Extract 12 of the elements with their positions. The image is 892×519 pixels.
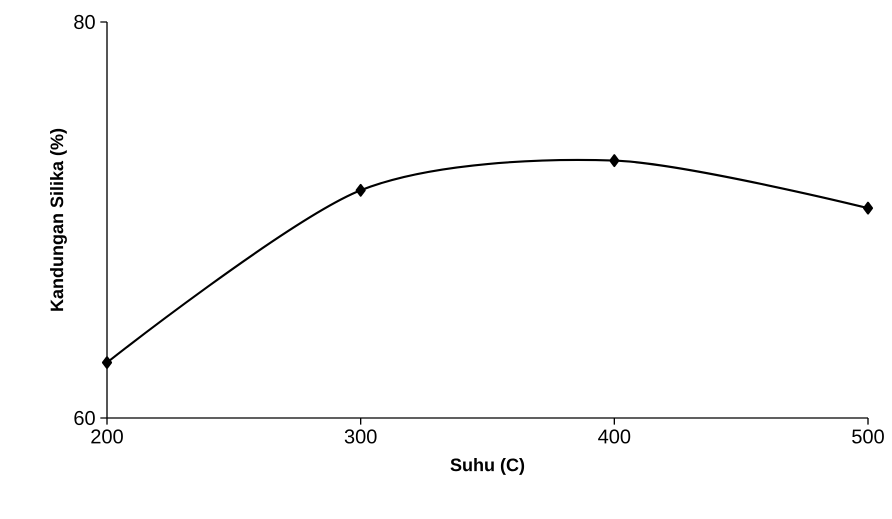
point	[609, 154, 620, 168]
x-tick-label: 500	[852, 429, 884, 444]
y-tick-label: 80	[74, 14, 95, 30]
point	[102, 356, 112, 369]
y-tick-label: 60	[74, 410, 95, 426]
x-tick-label: 400	[598, 429, 630, 444]
x-tick-label: 200	[91, 429, 123, 444]
point	[862, 202, 874, 215]
x-tick-label: 300	[344, 429, 377, 444]
x-axis-title: Suhu (C)	[450, 458, 524, 475]
point	[356, 184, 366, 197]
y-axis-title: Kandungan Silika (%)	[50, 128, 67, 311]
